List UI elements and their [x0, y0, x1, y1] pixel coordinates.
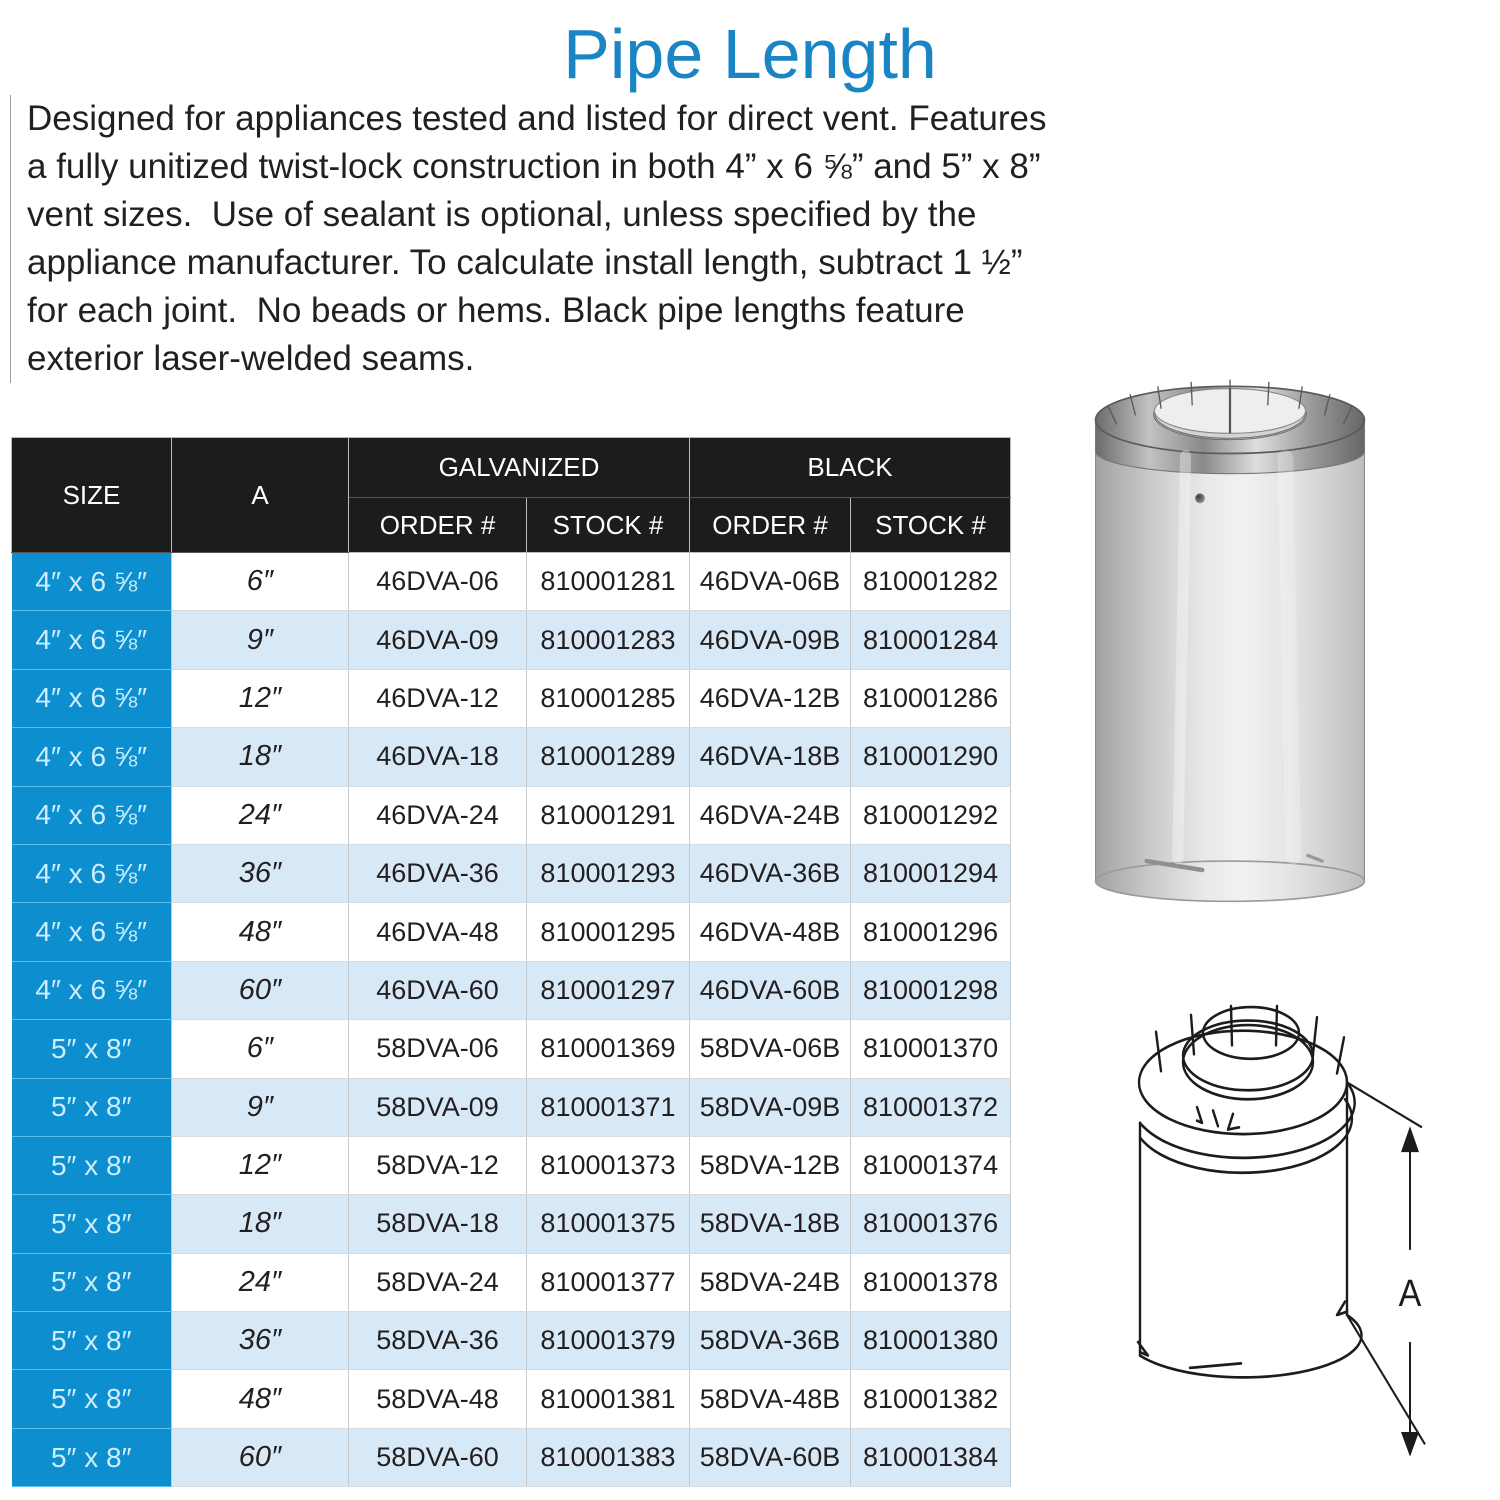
- svg-text:A: A: [1399, 1271, 1423, 1314]
